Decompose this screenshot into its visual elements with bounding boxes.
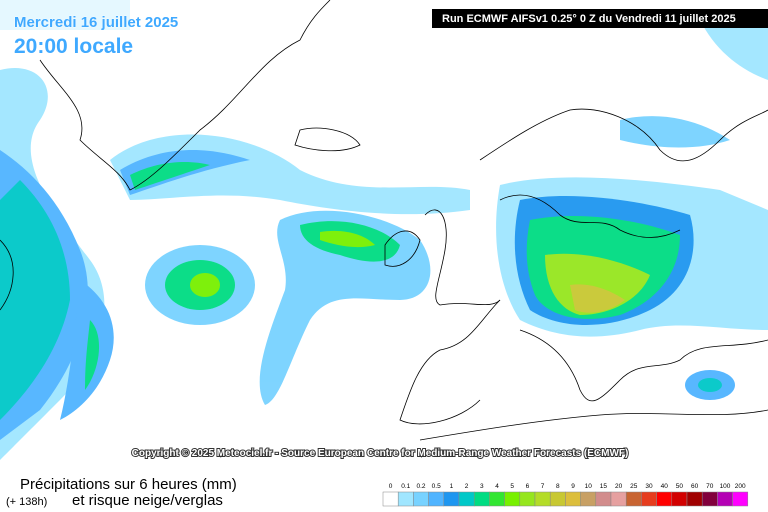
legend-label: 50	[676, 483, 684, 490]
lead-time: (+ 138h)	[6, 496, 47, 508]
header: Mercredi 16 juillet 2025 20:00 locale Ru…	[14, 9, 768, 58]
legend-label: 25	[630, 483, 638, 490]
legend-label: 0.5	[432, 483, 441, 490]
legend-label: 20	[615, 483, 623, 490]
legend-label: 8	[556, 483, 560, 490]
legend-label: 70	[706, 483, 714, 490]
legend-label: 3	[480, 483, 484, 490]
legend-label: 40	[661, 483, 669, 490]
legend-swatch	[580, 491, 597, 507]
run-info: Run ECMWF AIFSv1 0.25° 0 Z du Vendredi 1…	[442, 13, 736, 25]
forecast-time: 20:00 locale	[14, 35, 133, 58]
map	[0, 0, 768, 460]
legend-swatch	[458, 491, 475, 507]
legend-label: 2	[465, 483, 469, 490]
legend-label: 100	[720, 483, 731, 490]
legend-swatch	[595, 491, 612, 507]
legend-swatch	[489, 491, 505, 507]
legend-label: 0.1	[401, 483, 410, 490]
legend-label: 60	[691, 483, 699, 490]
legend-label: 5	[510, 483, 514, 490]
legend-swatch	[413, 491, 429, 507]
copyright: Copyright © 2025 Meteociel.fr - Source E…	[132, 448, 629, 459]
legend-swatch	[625, 491, 642, 507]
run-box	[432, 9, 768, 28]
legend-label: 6	[526, 483, 530, 490]
legend-label: 30	[645, 483, 653, 490]
legend-label: 0.2	[416, 483, 425, 490]
legend-swatch	[473, 491, 490, 507]
legend-swatch	[443, 491, 460, 507]
legend-label: 1	[450, 483, 454, 490]
legend-swatch	[382, 491, 399, 507]
legend-swatch	[701, 491, 718, 507]
legend-swatch	[519, 491, 536, 507]
legend-swatch	[641, 491, 657, 507]
legend-label: 4	[495, 483, 499, 490]
footer-subtitle: et risque neige/verglas	[72, 492, 223, 509]
legend-swatch	[656, 491, 673, 507]
legend-swatch	[504, 491, 521, 507]
legend-swatch	[717, 491, 733, 507]
legend-label: 0	[389, 483, 393, 490]
color-legend: 0 0.1 0.2 0.5 1 2 3 4 5 6 7 8 9 10 15 20 25 30 40 50 60 70 100…	[382, 483, 749, 507]
forecast-date: Mercredi 16 juillet 2025	[14, 14, 178, 31]
legend-swatch	[428, 491, 445, 507]
legend-swatch	[534, 491, 551, 507]
legend-label: 10	[585, 483, 593, 490]
legend-label: 200	[735, 483, 746, 490]
legend-swatch	[565, 491, 581, 507]
footer: Précipitations sur 6 heures (mm) (+ 138h…	[0, 470, 768, 512]
legend-swatch	[610, 491, 627, 507]
legend-label: 9	[571, 483, 575, 490]
legend-swatch	[397, 491, 414, 507]
legend-swatch	[549, 491, 566, 507]
legend-label: 15	[600, 483, 608, 490]
footer-title: Précipitations sur 6 heures (mm)	[20, 476, 237, 493]
legend-swatch	[732, 491, 749, 507]
legend-label: 7	[541, 483, 545, 490]
legend-swatch	[671, 491, 688, 507]
legend-swatch	[686, 491, 703, 507]
